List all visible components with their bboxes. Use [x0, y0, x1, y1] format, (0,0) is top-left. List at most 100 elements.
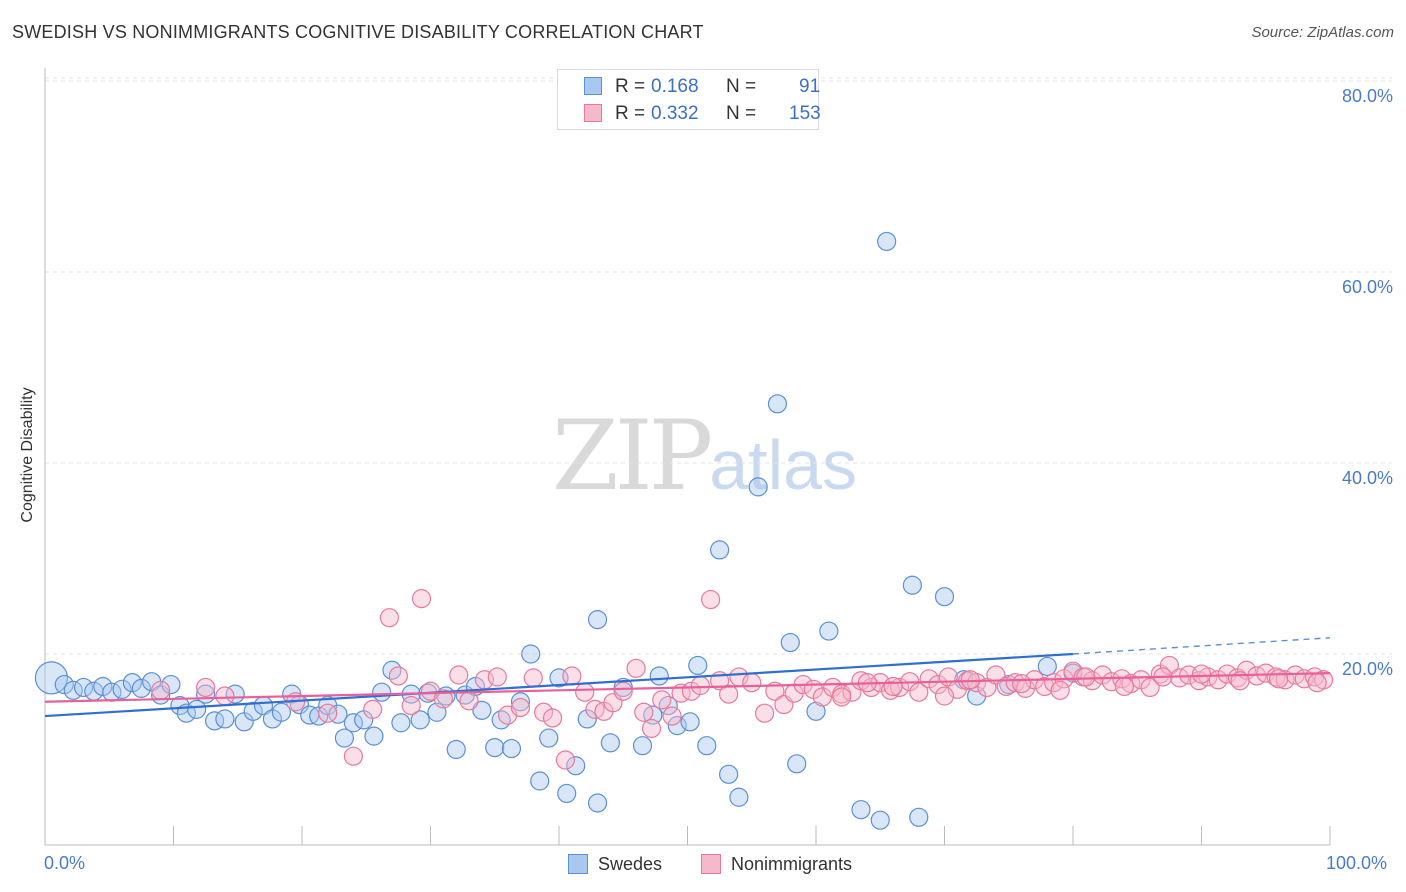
swedes-point [364, 726, 384, 746]
swedes-point [328, 704, 348, 724]
swedes-point [902, 575, 922, 595]
nonimmigrants-point [411, 589, 432, 609]
nonimmigrants-point [1011, 674, 1032, 694]
nonimmigrants-point [151, 680, 171, 700]
nonimmigrants-point [1159, 655, 1179, 676]
swedes-point [112, 679, 132, 699]
nonimmigrants-n-label: N = [726, 103, 757, 124]
watermark: ZIPatlas [552, 400, 857, 512]
swedes-point [131, 678, 151, 698]
nonimmigrants-point [634, 702, 654, 722]
swedes-swatch [584, 77, 602, 95]
swedes-point [600, 733, 621, 753]
nonimmigrants-point [401, 695, 421, 716]
swedes-point [909, 807, 929, 827]
nonimmigrants-point [1050, 680, 1070, 700]
nonimmigrants-point [960, 670, 980, 690]
nonimmigrants-point [701, 589, 721, 610]
y-tick-40: 40.0% [1341, 468, 1393, 488]
nonimmigrants-point [641, 718, 662, 739]
nonimmigrants-point [719, 684, 739, 704]
nonimmigrants-point [626, 658, 646, 678]
swedes-point [566, 756, 586, 776]
nonimmigrants-point [832, 687, 852, 707]
swedes-point [1037, 656, 1057, 677]
y-tick-80: 80.0% [1341, 86, 1393, 106]
swedes-point [877, 231, 897, 252]
swedes-point [530, 771, 550, 791]
swedes-point [697, 736, 717, 756]
nonimmigrants-point [575, 682, 595, 702]
nonimmigrants-point [1191, 664, 1212, 684]
nonimmigrants-point [613, 681, 633, 701]
nonimmigrants-point [562, 666, 582, 686]
legend-swedes-label: Swedes [598, 853, 663, 874]
swedes-trend-extension [1072, 637, 1331, 655]
swedes-r-label: R = [615, 76, 646, 97]
legend-nonimmigrants: Nonimmigrants [701, 852, 852, 876]
y-tick-60: 60.0% [1341, 277, 1393, 297]
nonimmigrants-point [487, 667, 507, 687]
swedes-point [780, 632, 800, 653]
nonimmigrants-point [555, 750, 576, 770]
swedes-point [472, 700, 492, 720]
nonimmigrants-point [928, 674, 948, 695]
swedes-point [161, 674, 181, 695]
swedes-point [587, 793, 608, 813]
legend-nonimmigrants-label: Nonimmigrants [731, 853, 853, 874]
nonimmigrants-swatch [584, 104, 602, 122]
swedes-point [719, 764, 739, 784]
nonimmigrants-point [1140, 677, 1160, 698]
nonimmigrants-point [883, 676, 903, 697]
legend-swedes: Swedes [568, 852, 662, 876]
swedes-point [767, 394, 788, 414]
watermark-atlas: atlas [709, 426, 858, 504]
swedes-point [243, 701, 263, 721]
nonimmigrants-point [742, 673, 762, 693]
nonimmigrants-r-value: 0.332 [651, 103, 699, 124]
nonimmigrants-point [1114, 676, 1135, 697]
legend-nonimmigrants-swatch [701, 854, 721, 874]
swedes-point [521, 644, 541, 664]
swedes-n-value: 91 [799, 76, 821, 97]
swedes-point [539, 728, 559, 748]
nonimmigrants-point [812, 687, 833, 707]
swedes-point [819, 621, 839, 641]
nonimmigrants-point [449, 665, 469, 685]
y-tick-20: 20.0% [1341, 659, 1393, 679]
swedes-point [271, 702, 292, 722]
swedes-point [34, 661, 69, 695]
nonimmigrants-point [662, 706, 682, 726]
nonimmigrants-point [459, 691, 479, 711]
nonimmigrants-point [388, 666, 408, 686]
watermark-zip: ZIP [552, 400, 713, 512]
chart-title: SWEDISH VS NONIMMIGRANTS COGNITIVE DISAB… [12, 22, 704, 42]
nonimmigrants-point [934, 686, 955, 706]
swedes-point [577, 709, 597, 729]
swedes-point [667, 716, 687, 736]
nonimmigrants-point [433, 689, 453, 709]
nonimmigrants-point [363, 699, 383, 719]
swedes-point [446, 739, 466, 760]
nonimmigrants-point [318, 703, 338, 723]
swedes-point [334, 728, 355, 748]
nonimmigrants-point [523, 668, 543, 688]
nonimmigrants-point [542, 708, 563, 728]
legend-swedes-swatch [568, 854, 588, 874]
swedes-point [787, 754, 807, 774]
swedes-point [391, 713, 411, 733]
swedes-point [748, 477, 768, 497]
nonimmigrants-point [1307, 673, 1327, 693]
swedes-point [680, 712, 700, 732]
swedes-point [557, 783, 577, 804]
swedes-trend-line [44, 652, 1074, 718]
swedes-point [587, 610, 608, 630]
x-tick-0: 0.0% [44, 853, 86, 873]
swedes-point [851, 800, 871, 820]
swedes-point [215, 709, 235, 729]
swedes-r-value: 0.168 [651, 76, 699, 97]
nonimmigrants-point [1268, 669, 1289, 689]
nonimmigrants-point [196, 677, 216, 698]
swedes-point [649, 666, 669, 686]
